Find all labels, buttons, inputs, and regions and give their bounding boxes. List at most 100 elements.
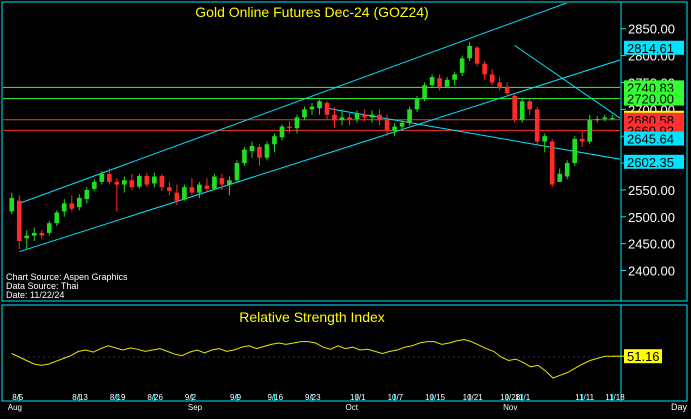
level-box-1 [624,80,684,95]
candle-body-55 [422,85,427,99]
level-label-0: 2814.61 [627,41,674,56]
chart-note-0: Chart Source: Aspen Graphics [6,272,128,282]
x-day-label-6: 9/16 [267,393,283,402]
candle-body-22 [174,192,180,201]
x-axis-corner-label: Day [671,402,688,412]
candle-body-13 [107,173,112,182]
trend-line-1 [19,59,620,253]
candle-body-30 [234,163,240,181]
candle-body-72 [549,141,555,185]
candle-body-61 [467,45,472,59]
candle-body-32 [249,145,255,152]
candle-body-6 [54,212,60,224]
rsi-line [11,338,613,379]
candle-body-45 [347,117,352,121]
candle-body-62 [474,47,480,64]
level-label-2: 2720.00 [627,92,674,107]
x-month-label-0: Aug [8,403,22,412]
candle-body-20 [159,175,165,188]
candle-body-19 [152,176,157,184]
level-box-6 [624,131,684,146]
candle-body-66 [504,86,510,94]
candle-body-73 [557,173,563,182]
candle-body-0 [9,197,15,212]
chart-note-2: Date: 11/22/24 [6,290,64,300]
candle-body-58 [444,79,450,87]
candle-body-33 [257,146,262,158]
level-box-7 [624,154,684,169]
candle-body-43 [332,114,337,121]
x-day-label-11: 10/21 [463,393,484,402]
candle-body-46 [354,113,360,120]
price-tick-label-1: 2450.00 [628,237,675,252]
candle-body-52 [399,122,405,127]
candle-body-44 [339,117,345,121]
level-label-6: 2645.64 [627,132,674,147]
candle-body-65 [497,82,502,88]
candle-body-27 [212,176,217,189]
candle-body-57 [437,78,442,87]
rsi-panel-border [1,304,688,402]
candle-body-79 [602,117,608,120]
price-tick-label-2: 2500.00 [628,210,675,225]
x-day-label-5: 9/9 [230,393,242,402]
candle-body-8 [69,203,75,209]
candle-body-68 [519,101,525,121]
price-tick-label-3: 2550.00 [628,183,675,198]
candle-body-9 [76,197,82,208]
candle-body-1 [16,200,22,241]
x-day-label-9: 10/7 [388,393,404,402]
candle-body-39 [302,109,307,118]
candle-body-24 [189,187,195,193]
candle-body-75 [572,138,578,164]
candle-body-77 [587,120,593,142]
x-day-label-7: 9/23 [305,393,321,402]
candle-body-3 [31,232,37,236]
x-day-label-10: 10/15 [425,393,446,402]
x-month-label-1: Sep [188,403,203,412]
candle-body-21 [167,187,172,191]
x-day-label-4: 9/2 [185,393,197,402]
candle-body-23 [182,187,187,200]
candle-body-64 [489,74,495,83]
x-day-label-15: 11/18 [605,393,625,402]
rsi-last-box [624,349,662,364]
candle-body-2 [24,235,30,239]
candle-body-67 [512,95,517,121]
trend-line-0 [19,3,568,204]
level-label-7: 2602.35 [627,155,674,170]
candle-body-15 [122,180,127,185]
candle-body-16 [129,180,135,188]
candle-body-42 [324,102,330,115]
rsi-last-value: 51.16 [627,349,660,364]
candle-body-11 [91,181,97,189]
candle-body-26 [204,185,210,189]
candle-body-78 [594,119,600,121]
price-tick-label-9: 2850.00 [628,22,675,37]
x-day-label-8: 10/1 [350,393,366,402]
candle-body-34 [264,144,270,158]
candle-body-71 [542,136,548,142]
candle-body-14 [114,181,120,185]
candle-body-29 [227,180,232,185]
candle-body-63 [482,63,487,75]
candle-body-60 [459,58,465,73]
candle-body-31 [242,149,247,164]
x-day-label-2: 8/19 [110,393,126,402]
x-day-label-13: 11/1 [515,393,531,402]
candle-body-17 [137,175,142,187]
candle-body-48 [369,114,375,118]
candle-body-28 [219,178,225,185]
candle-body-41 [317,101,322,109]
candle-body-35 [272,136,277,145]
candle-body-40 [309,106,315,110]
chart-title: Gold Online Futures Dec-24 (GOZ24) [195,4,428,20]
candle-body-36 [279,126,285,138]
level-box-2 [624,91,684,106]
candle-body-47 [362,114,367,118]
candle-body-18 [144,175,150,185]
candle-body-37 [287,126,292,129]
candle-body-80 [609,117,615,119]
